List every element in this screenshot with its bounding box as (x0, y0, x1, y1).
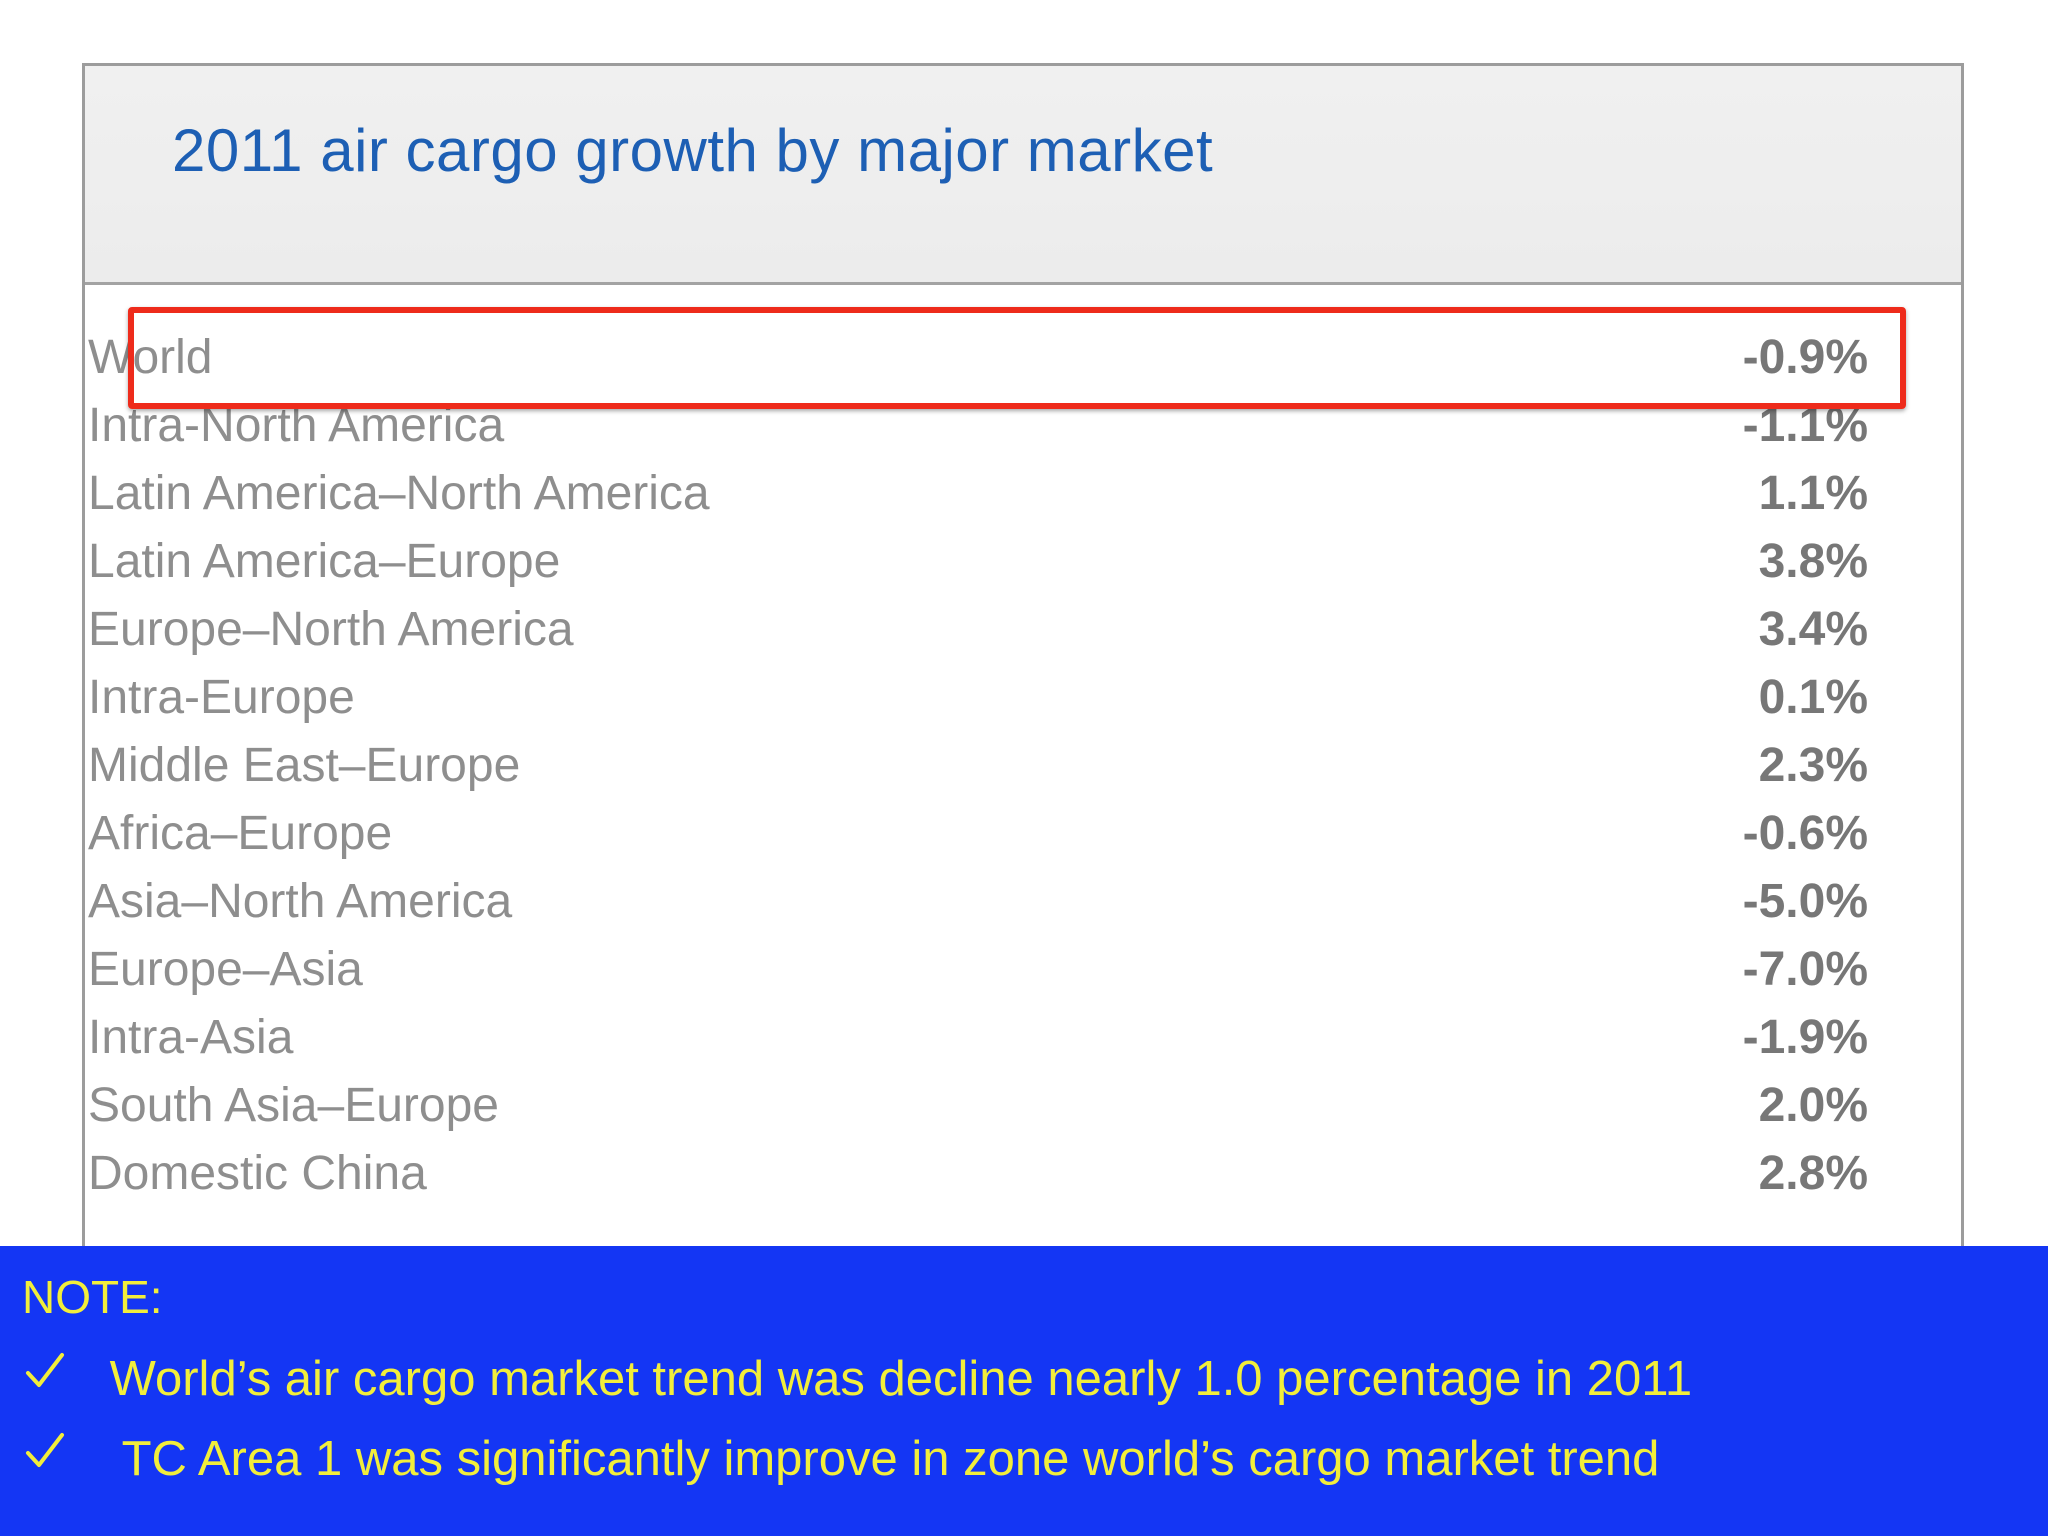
growth-value: -0.9% (1742, 331, 1868, 384)
checkmark-icon (26, 1433, 64, 1468)
market-label: Intra-Europe (88, 671, 355, 724)
checkmark-icon (26, 1353, 64, 1388)
market-label: Latin America–Europe (88, 535, 561, 588)
table-row: Intra-Asia -1.9% (88, 1004, 1868, 1072)
growth-value: -7.0% (1742, 943, 1868, 996)
table-row: Europe–North America 3.4% (88, 596, 1868, 664)
growth-value: 1.1% (1758, 467, 1868, 520)
table-title: 2011 air cargo growth by major market (172, 117, 1214, 184)
market-growth-table: 2011 air cargo growth by major market (82, 63, 1964, 1248)
growth-value: 2.8% (1758, 1147, 1868, 1200)
table-row: Intra-Europe 0.1% (88, 664, 1868, 732)
market-label: Europe–North America (88, 603, 574, 656)
growth-value: -0.6% (1742, 807, 1868, 860)
table-row: Latin America–Europe 3.8% (88, 528, 1868, 596)
growth-value: 0.1% (1758, 671, 1868, 724)
table-row: Middle East–Europe 2.3% (88, 732, 1868, 800)
table-row: Europe–Asia -7.0% (88, 936, 1868, 1004)
growth-value: 2.3% (1758, 739, 1868, 792)
table-row: Asia–North America -5.0% (88, 868, 1868, 936)
note-text: World’s air cargo market trend was decli… (109, 1352, 1693, 1407)
world-row-highlight (128, 307, 1906, 409)
market-label: Domestic China (88, 1147, 427, 1200)
growth-value: 3.4% (1758, 603, 1868, 656)
market-label: Africa–Europe (88, 807, 393, 860)
growth-value: -5.0% (1742, 875, 1868, 928)
table-row: Domestic China 2.8% (88, 1140, 1868, 1208)
market-label: Asia–North America (88, 875, 513, 928)
market-label: Intra-Asia (88, 1011, 294, 1064)
market-label: South Asia–Europe (88, 1079, 499, 1132)
market-label: Europe–Asia (88, 943, 363, 996)
market-label: World (88, 331, 213, 384)
note-item: World’s air cargo market trend was decli… (22, 1346, 1692, 1406)
growth-value: 3.8% (1758, 535, 1868, 588)
table-row: Africa–Europe -0.6% (88, 800, 1868, 868)
note-item: TC Area 1 was significantly improve in z… (22, 1426, 1659, 1486)
growth-value: -1.9% (1742, 1011, 1868, 1064)
table-row: South Asia–Europe 2.0% (88, 1072, 1868, 1140)
note-panel: NOTE: World’s air cargo market trend was… (0, 1246, 2048, 1536)
note-text: TC Area 1 was significantly improve in z… (121, 1432, 1660, 1487)
table-row: Latin America–North America 1.1% (88, 460, 1868, 528)
market-label: Latin America–North America (88, 467, 710, 520)
table-header: 2011 air cargo growth by major market (85, 66, 1961, 285)
table-row: World -0.9% (88, 324, 1868, 392)
note-heading: NOTE: (22, 1271, 163, 1323)
growth-value: 2.0% (1758, 1079, 1868, 1132)
market-label: Middle East–Europe (88, 739, 521, 792)
